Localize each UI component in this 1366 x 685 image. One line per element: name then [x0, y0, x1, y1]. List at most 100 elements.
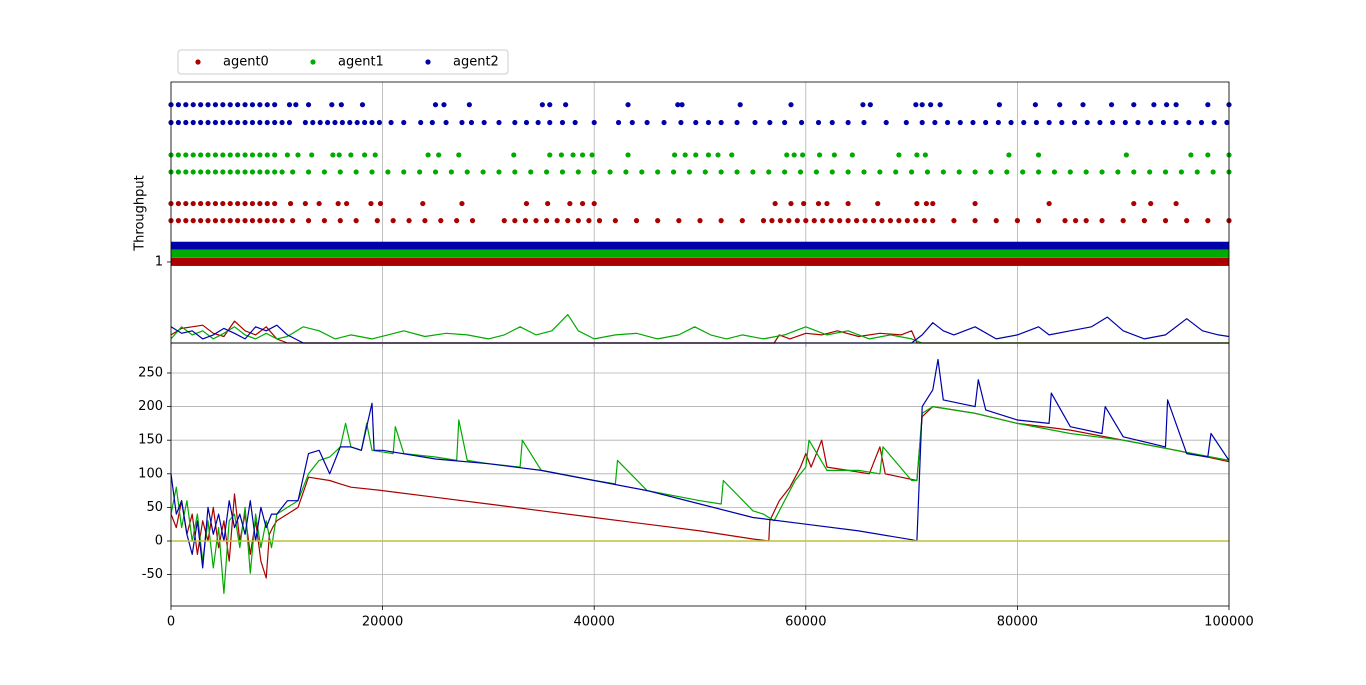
scatter-point: [272, 218, 278, 224]
scatter-point: [1035, 218, 1042, 224]
scatter-point: [1021, 119, 1027, 126]
scatter-point: [1108, 102, 1115, 108]
scatter-point: [988, 169, 994, 175]
scatter-point: [1147, 169, 1153, 175]
legend-marker: [195, 59, 201, 65]
scatter-point: [837, 218, 843, 224]
scatter-point: [547, 102, 553, 108]
scatter-point: [570, 152, 576, 158]
scatter-point: [441, 102, 447, 108]
x-tick-label: 100000: [1204, 615, 1254, 630]
scatter-point: [496, 119, 502, 126]
scatter-point: [212, 119, 219, 126]
y-tick-label: 50: [146, 500, 163, 515]
scatter-point: [1110, 119, 1116, 126]
scatter-point: [406, 218, 412, 224]
scatter-point: [1035, 152, 1042, 158]
scatter-point: [1051, 169, 1058, 175]
scatter-point: [264, 169, 270, 175]
scatter-point: [436, 152, 442, 158]
scatter-point: [769, 218, 775, 224]
scatter-point: [820, 218, 826, 224]
scatter-point: [883, 119, 889, 126]
scatter-point: [1120, 218, 1126, 224]
scatter-point: [522, 218, 529, 224]
scatter-point: [1084, 119, 1090, 126]
scatter-point: [545, 200, 551, 207]
scatter-point: [456, 152, 462, 158]
scatter-point: [1160, 119, 1167, 126]
scatter-point: [432, 102, 439, 108]
scatter-point: [919, 102, 925, 108]
scatter-point: [737, 102, 743, 108]
scatter-point: [591, 119, 597, 126]
scatter-point: [788, 102, 794, 108]
scatter-point: [305, 218, 312, 224]
scatter-point: [422, 218, 428, 224]
scatter-point: [220, 119, 226, 126]
scatter-point: [1035, 169, 1042, 175]
scatter-point: [175, 169, 182, 175]
band: [171, 257, 1229, 266]
scatter-point: [377, 200, 384, 207]
scatter-point: [481, 119, 487, 126]
scatter-point: [831, 152, 837, 158]
scatter-point: [811, 218, 817, 224]
scatter-point: [766, 169, 772, 175]
scatter-point: [523, 119, 530, 126]
scatter-point: [369, 169, 375, 175]
scatter-point: [401, 169, 407, 175]
scatter-point: [257, 169, 263, 175]
scatter-point: [190, 169, 196, 175]
scatter-point: [264, 119, 270, 126]
scatter-point: [565, 218, 571, 224]
scatter-point: [718, 218, 724, 224]
scatter-point: [1008, 119, 1014, 126]
scatter-point: [803, 218, 809, 224]
scatter-point: [235, 152, 241, 158]
scatter-point: [644, 119, 650, 126]
scatter-point: [329, 102, 335, 108]
scatter-point: [615, 119, 622, 126]
scatter-point: [242, 200, 248, 207]
scatter-point: [972, 200, 978, 207]
scatter-point: [1184, 218, 1190, 224]
scatter-point: [257, 119, 263, 126]
scatter-point: [861, 169, 867, 175]
y-tick-label: 1: [155, 254, 163, 269]
scatter-point: [829, 169, 835, 175]
scatter-point: [227, 169, 233, 175]
scatter-point: [629, 119, 635, 126]
scatter-point: [321, 218, 328, 224]
scatter-point: [579, 200, 586, 207]
axes-frame: [170, 342, 1230, 607]
scatter-point: [205, 169, 211, 175]
scatter-point: [1072, 218, 1079, 224]
scatter-point: [682, 152, 688, 158]
scatter-point: [1205, 152, 1211, 158]
scatter-point: [249, 119, 256, 126]
scatter-point: [1178, 169, 1184, 175]
scatter-point: [623, 169, 629, 175]
scatter-point: [930, 200, 936, 207]
scatter-point: [512, 169, 518, 175]
scatter-point: [1173, 119, 1179, 126]
scatter-point: [235, 169, 241, 175]
scatter-point: [1188, 152, 1194, 158]
scatter-point: [1131, 102, 1137, 108]
scatter-point: [563, 102, 569, 108]
scatter-point: [993, 218, 999, 224]
scatter-point: [198, 102, 204, 108]
band: [171, 249, 1229, 258]
scatter-point: [257, 200, 263, 207]
scatter-point: [454, 218, 460, 224]
scatter-point: [305, 102, 312, 108]
scatter-point: [1046, 200, 1052, 207]
scatter-point: [940, 169, 946, 175]
scatter-point: [347, 119, 353, 126]
scatter-point: [845, 119, 851, 126]
scatter-point: [257, 152, 263, 158]
scatter-point: [800, 152, 806, 158]
scatter-point: [235, 200, 241, 207]
scatter-point: [853, 218, 860, 224]
